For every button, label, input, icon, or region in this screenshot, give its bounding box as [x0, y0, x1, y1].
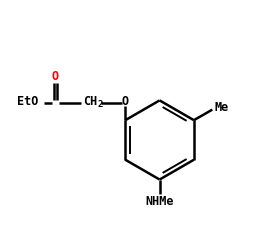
Text: 2: 2: [98, 100, 103, 109]
Text: CH: CH: [83, 95, 98, 108]
Text: O: O: [52, 70, 59, 83]
Text: EtO: EtO: [17, 95, 38, 108]
Text: NHMe: NHMe: [145, 195, 174, 208]
Text: O: O: [122, 95, 129, 108]
Text: Me: Me: [215, 101, 229, 114]
